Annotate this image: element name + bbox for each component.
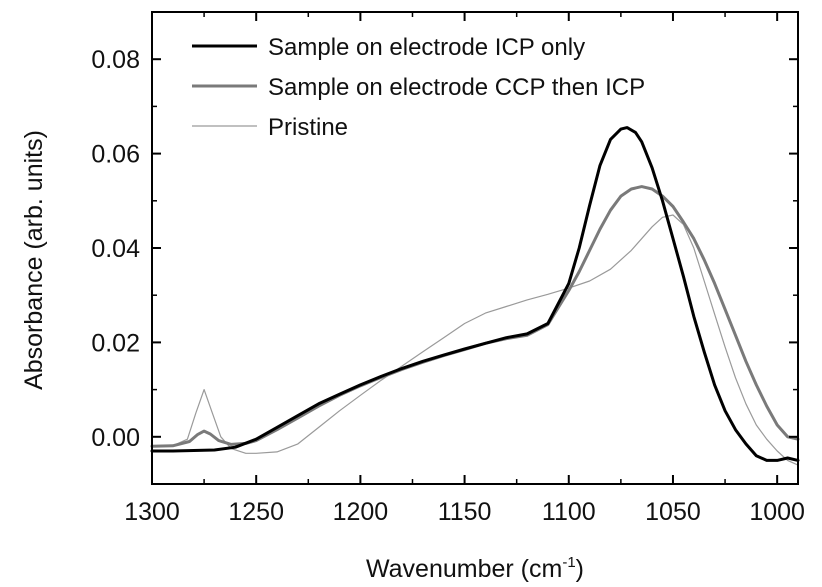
y-tick-label: 0.02: [91, 329, 140, 357]
legend-label-1: Sample on electrode ICP only: [268, 34, 585, 61]
x-tick-label: 1300: [124, 498, 180, 526]
x-tick-label: 1000: [749, 498, 805, 526]
series-line-1: [150, 126, 800, 462]
x-tick-label: 1200: [333, 498, 389, 526]
x-tick-label: 1150: [438, 498, 492, 526]
legend-label-2: Sample on electrode CCP then ICP: [268, 74, 645, 101]
ticks-layer: 1300 1250 1200 1150 1100 1050 1000 0.00 0.02 0.04…: [91, 11, 805, 526]
x-tick-label: 1100: [542, 498, 596, 526]
y-tick-label: 0.08: [91, 46, 140, 74]
x-tick-label: 1050: [645, 498, 701, 526]
x-axis-title: Wavenumber (cm-1): [366, 554, 584, 583]
x-axis-title-main: Wavenumber (cm: [366, 555, 562, 583]
legend-label-3: Pristine: [268, 114, 348, 141]
x-tick-label: 1250: [228, 498, 284, 526]
x-axis-title-suffix: ): [576, 555, 584, 583]
y-tick-label: 0.04: [91, 235, 140, 263]
x-axis-title-superscript: -1: [562, 554, 575, 571]
y-axis-title: Absorbance (arb. units): [20, 130, 48, 390]
series-layer: [150, 126, 800, 466]
y-tick-label: 0.06: [91, 141, 140, 169]
y-tick-label: 0.00: [91, 424, 140, 452]
legend: Sample on electrode ICP only Sample on el…: [192, 34, 645, 141]
